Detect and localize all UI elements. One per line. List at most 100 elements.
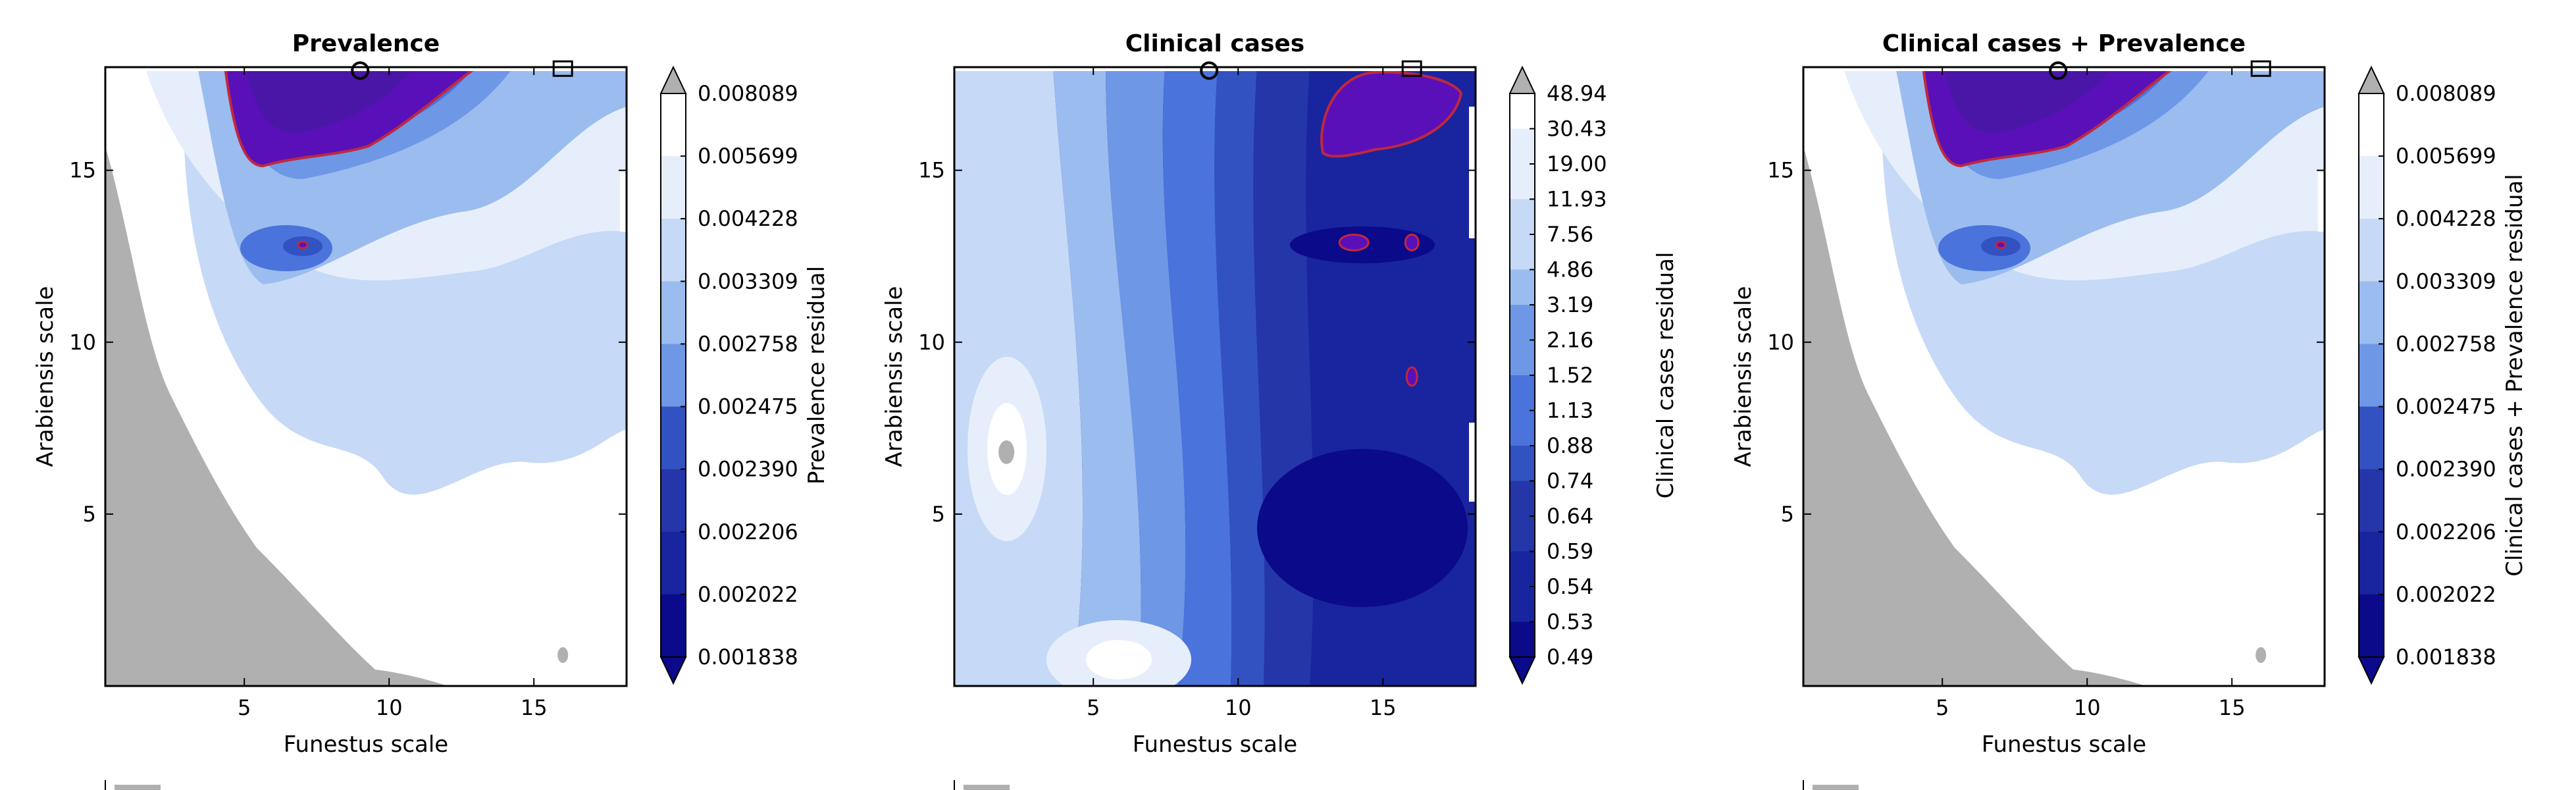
x-tick-label: 10: [1225, 695, 1252, 720]
colorbar-label: Clinical cases residual: [1653, 252, 1679, 499]
x-axis-label: Funestus scale: [1133, 731, 1297, 758]
colorbar-tick-label: 0.88: [1547, 433, 1593, 458]
colorbar-segment: [2359, 93, 2384, 157]
colorbar-segment: [1510, 516, 1535, 552]
colorbar-tick-label: 0.008089: [698, 81, 798, 106]
square-marker: [2250, 60, 2271, 77]
colorbar-tick-label: 0.002022: [698, 582, 798, 607]
colorbar-segment: [2359, 406, 2384, 470]
colorbar-tick-label: 0.002206: [698, 519, 798, 544]
colorbar-segment: [1510, 621, 1535, 658]
colorbar-tick-label: 0.002390: [2396, 457, 2496, 482]
colorbar-extend-bottom: [659, 656, 687, 685]
edge-strip-right: [620, 172, 627, 232]
x-tick-label: 15: [521, 695, 548, 720]
legend-swatch: [115, 785, 161, 790]
colorbar-tick-label: 48.94: [1547, 81, 1607, 106]
colorbar-label: Prevalence residual: [804, 266, 830, 485]
square-marker: [1401, 60, 1422, 77]
y-axis-label: Arabiensis scale: [1730, 286, 1757, 467]
colorbar-extend-top: [2357, 65, 2385, 94]
edge-strip-right: [2318, 172, 2325, 232]
colorbar-tick-label: 0.53: [1547, 610, 1593, 635]
colorbar-tick-label: 0.008089: [2396, 81, 2496, 106]
highlight-spot: [1995, 240, 2007, 250]
colorbar-tick-label: 0.002390: [698, 457, 798, 482]
x-tick-label: 5: [238, 695, 251, 720]
colorbar-segment: [1510, 305, 1535, 340]
highlight-spot: [1405, 366, 1418, 387]
colorbar-tick-label: 7.56: [1547, 222, 1593, 247]
circle-marker: [1200, 61, 1219, 80]
y-tick-label: 15: [69, 158, 96, 183]
colorbar-segment: [1510, 375, 1535, 411]
x-tick-label: 15: [2219, 695, 2246, 720]
colorbar-segment: [1510, 446, 1535, 481]
colorbar-frame: [2358, 93, 2384, 658]
axes-frame: [104, 66, 628, 687]
y-axis-label: Arabiensis scale: [881, 286, 908, 467]
x-tick-label: 15: [1370, 695, 1397, 720]
x-tick-label: 10: [376, 695, 403, 720]
colorbar-extend-bottom: [2357, 656, 2385, 685]
highlight-core: [1945, 67, 2113, 133]
colorbar-extend-bottom: [1508, 656, 1536, 685]
colorbar-segment: [1510, 587, 1535, 622]
colorbar-segment: [1510, 164, 1535, 199]
contour-field: [105, 67, 627, 686]
colorbar-segment: [661, 469, 686, 533]
y-tick-label: 10: [1767, 330, 1794, 355]
edge-strip-right: [1469, 107, 1476, 238]
edge-strip-top: [105, 67, 627, 71]
colorbar-label: Clinical cases + Prevalence residual: [2502, 174, 2528, 576]
lightest-region-bottom: [1086, 640, 1152, 679]
colorbar-tick-label: 0.002475: [698, 394, 798, 419]
colorbar-tick-label: 4.86: [1547, 257, 1593, 282]
band-5: [1214, 67, 1265, 686]
masked-spot: [2255, 647, 2267, 663]
colorbar-segment: [2359, 156, 2384, 219]
y-tick-label: 5: [83, 502, 96, 527]
colorbar-tick-label: 0.004228: [698, 206, 798, 231]
contour-field: [1803, 67, 2325, 686]
colorbar-segment: [1510, 93, 1535, 129]
colorbar-segment: [1510, 199, 1535, 235]
y-tick-label: 10: [69, 330, 96, 355]
x-tick-label: 5: [1087, 695, 1100, 720]
band-4: [1162, 67, 1232, 686]
colorbar-segment: [661, 531, 686, 595]
colorbar-tick-label: 0.005699: [698, 144, 798, 169]
colorbar-segment: [1510, 269, 1535, 305]
contour-field: [954, 67, 1476, 686]
colorbar-segment: [2359, 594, 2384, 658]
masked-region: [105, 146, 448, 686]
colorbar-segment: [1510, 481, 1535, 517]
colorbar-segment: [1510, 551, 1535, 587]
highlight-spot: [1338, 233, 1370, 251]
colorbar-tick-label: 0.002475: [2396, 394, 2496, 419]
colorbar-tick-label: 2.16: [1547, 328, 1593, 353]
colorbar-tick-label: 0.003309: [2396, 269, 2496, 294]
x-tick-label: 10: [2074, 695, 2101, 720]
y-tick-label: 10: [918, 330, 945, 355]
colorbar-tick-label: 0.64: [1547, 504, 1593, 529]
band-2: [1053, 67, 1141, 686]
highlight-spot: [1404, 233, 1420, 251]
square-marker: [552, 60, 573, 77]
colorbar-segment: [2359, 281, 2384, 344]
legend-swatch: [964, 785, 1010, 790]
colorbar-tick-label: 0.74: [1547, 469, 1593, 494]
highlight-region: [1320, 70, 1463, 158]
masked-region: [1803, 146, 2146, 686]
colorbar-tick-label: 0.54: [1547, 574, 1593, 599]
colorbar-tick-label: 0.002758: [698, 331, 798, 356]
chart-title: Prevalence: [292, 30, 440, 57]
colorbar-tick-label: 0.002206: [2396, 519, 2496, 544]
colorbar-segment: [2359, 531, 2384, 595]
axes-frame: [953, 66, 1477, 687]
dark-region-bottom: [1257, 449, 1468, 607]
y-tick-label: 5: [1781, 502, 1794, 527]
highlight-core: [247, 67, 415, 133]
colorbar-tick-label: 11.93: [1547, 187, 1607, 212]
colorbar-tick-label: 0.49: [1547, 645, 1593, 670]
